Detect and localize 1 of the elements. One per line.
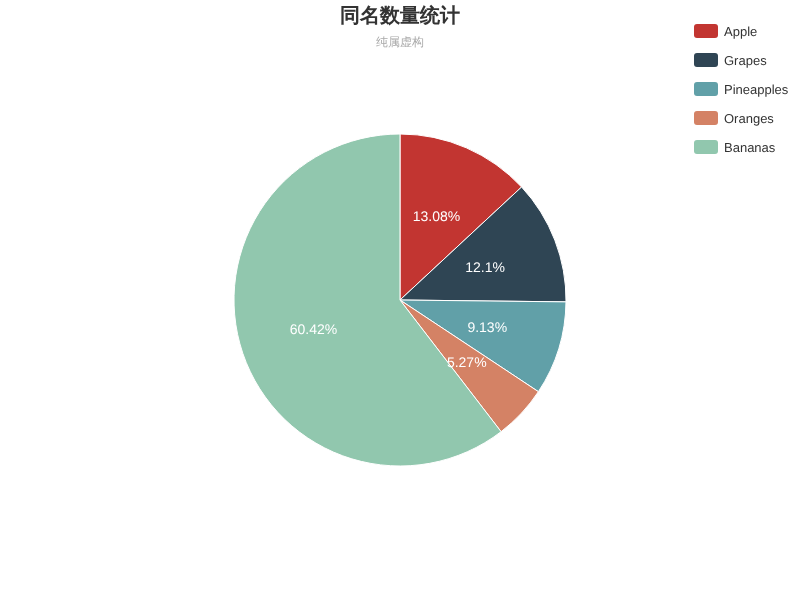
chart-title: 同名数量统计 [340,4,460,28]
